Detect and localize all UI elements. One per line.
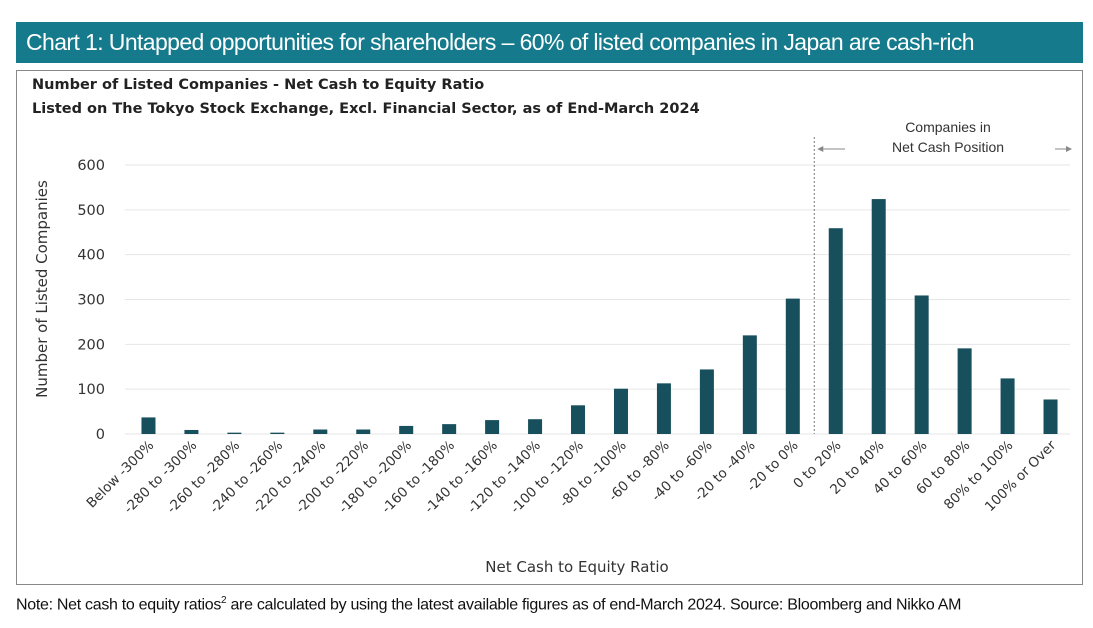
- y-tick-label: 200: [77, 337, 105, 353]
- bar: [485, 420, 500, 434]
- annotation-line2: Net Cash Position: [892, 139, 1004, 155]
- bar: [270, 432, 285, 434]
- bar: [1000, 378, 1015, 434]
- bar: [184, 429, 199, 434]
- y-tick-label: 300: [77, 293, 105, 309]
- bar: [785, 298, 800, 434]
- bar: [356, 429, 371, 434]
- right-arrowhead: [1066, 146, 1072, 152]
- bar: [828, 228, 843, 434]
- chart-title: Number of Listed Companies - Net Cash to…: [32, 77, 485, 93]
- note-superscript: 2: [221, 595, 227, 606]
- bar: [442, 424, 457, 434]
- footnote: Note: Net cash to equity ratios2 are cal…: [16, 595, 961, 614]
- x-axis-label: Net Cash to Equity Ratio: [485, 558, 668, 576]
- bar: [227, 432, 242, 434]
- annotation-line1: Companies in: [905, 119, 991, 135]
- y-tick-label: 0: [96, 427, 105, 443]
- note-text-rest: are calculated by using the latest avail…: [226, 596, 962, 614]
- bar: [957, 348, 972, 434]
- bar: [399, 425, 414, 434]
- y-tick-label: 400: [77, 248, 105, 264]
- chart-subtitle: Listed on The Tokyo Stock Exchange, Excl…: [32, 101, 700, 117]
- bar: [871, 199, 886, 434]
- bar: [914, 295, 929, 434]
- bar: [699, 369, 714, 434]
- left-arrowhead: [817, 146, 824, 152]
- bar: [656, 383, 671, 434]
- bar: [1043, 399, 1058, 434]
- bar: [613, 388, 628, 434]
- bar: [141, 417, 156, 434]
- bar: [571, 405, 586, 434]
- note-text: Note: Net cash to equity ratios: [16, 596, 222, 614]
- bar: [528, 419, 543, 434]
- chart-frame: [16, 70, 1083, 585]
- y-tick-label: 600: [77, 158, 105, 174]
- y-tick-label: 100: [77, 382, 105, 398]
- y-tick-label: 500: [77, 203, 105, 219]
- bar: [313, 429, 328, 434]
- chart-title-bar: Chart 1: Untapped opportunities for shar…: [16, 22, 1083, 63]
- bar: [742, 335, 757, 434]
- y-axis-label: Number of Listed Companies: [33, 180, 51, 398]
